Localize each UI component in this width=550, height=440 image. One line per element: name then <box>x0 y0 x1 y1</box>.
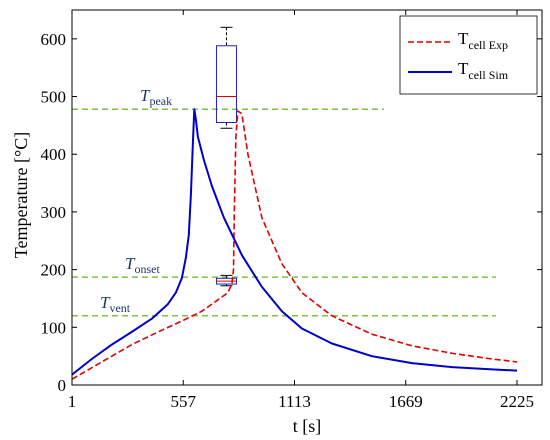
x-tick-label: 1669 <box>389 392 423 411</box>
reference-label-main: T <box>100 293 111 312</box>
x-tick-label: 1113 <box>278 392 311 411</box>
boxplot-1 <box>215 274 237 287</box>
y-tick-label: 200 <box>41 261 67 280</box>
y-tick-label: 500 <box>41 88 67 107</box>
reference-label-sub: peak <box>149 94 172 108</box>
reference-label-sub: vent <box>109 301 130 315</box>
reference-label-peak: Tpeak <box>140 86 172 108</box>
reference-label-sub: onset <box>134 262 160 276</box>
boxplot-0 <box>215 26 237 129</box>
legend-label-main: T <box>458 59 469 78</box>
boxplots <box>215 26 237 287</box>
series-lines <box>71 108 518 380</box>
y-tick-label: 300 <box>41 203 67 222</box>
y-tick-label: 400 <box>41 145 67 164</box>
legend-box <box>399 15 538 95</box>
x-tick-label: 2225 <box>500 392 534 411</box>
reference-label-onset: Tonset <box>125 254 160 276</box>
series-line-cell-exp <box>71 110 518 380</box>
legend-label: Tcell Exp <box>458 29 508 52</box>
series-line-cell-sim <box>71 108 518 376</box>
plot-frame <box>71 9 543 386</box>
x-axis-ticks: 1 557 1113 1669 2225 <box>68 10 534 411</box>
plot-border <box>71 9 543 386</box>
boxplot-box <box>215 45 237 123</box>
y-tick-label: 0 <box>58 376 67 395</box>
reference-label-main: T <box>125 254 136 273</box>
reference-lines <box>72 108 496 317</box>
y-axis-title: Temperature [°C] <box>11 132 31 258</box>
y-axis-ticks: 0 100 200 300 400 500 600 <box>41 30 542 395</box>
x-axis-title: t [s] <box>293 416 322 436</box>
x-tick-label: 557 <box>170 392 196 411</box>
legend-label-sub: cell Exp <box>468 38 508 52</box>
legend-label-main: T <box>458 29 469 48</box>
reference-label-vent: Tvent <box>100 293 131 315</box>
legend-label-sub: cell Sim <box>468 68 508 82</box>
y-tick-label: 100 <box>41 318 67 337</box>
x-tick-label: 1 <box>68 392 77 411</box>
reference-label-main: T <box>140 86 151 105</box>
legend-label: Tcell Sim <box>458 59 509 82</box>
y-tick-label: 600 <box>41 30 67 49</box>
